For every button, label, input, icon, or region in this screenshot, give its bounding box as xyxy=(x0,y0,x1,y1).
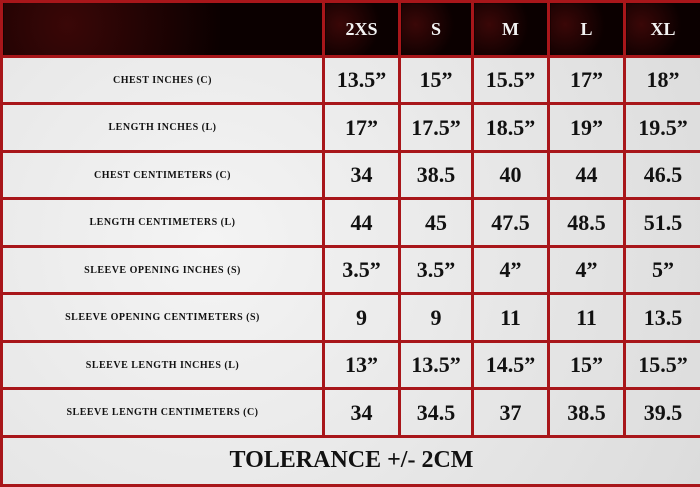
measurement-value: 34 xyxy=(322,149,401,201)
footer-row: TOLERANCE +/- 2CM xyxy=(0,434,700,487)
measurement-value: 11 xyxy=(547,292,626,343)
tolerance-note: TOLERANCE +/- 2CM xyxy=(0,434,700,487)
measurement-label: SLEEVE LENGTH INCHES (L) xyxy=(0,339,325,391)
size-header: 2XS xyxy=(322,0,401,58)
size-row: CHEST INCHES (C) 13.5” 15” 15.5” 17” 18” xyxy=(0,54,700,106)
measurement-value: 17.5” xyxy=(398,102,474,153)
measurement-value: 18” xyxy=(623,54,700,106)
measurement-value: 4” xyxy=(547,244,626,296)
header-row: 2XS S M L XL xyxy=(0,0,700,58)
measurement-label: SLEEVE LENGTH CENTIMETERS (C) xyxy=(0,387,325,438)
measurement-value: 51.5 xyxy=(623,197,700,248)
measurement-value: 9 xyxy=(322,292,401,343)
measurement-value: 3.5” xyxy=(398,244,474,296)
measurement-value: 19.5” xyxy=(623,102,700,153)
measurement-value: 17” xyxy=(322,102,401,153)
measurement-value: 48.5 xyxy=(547,197,626,248)
size-row: SLEEVE OPENING INCHES (S) 3.5” 3.5” 4” 4” 5” xyxy=(0,244,700,296)
size-header: S xyxy=(398,0,474,58)
measurement-value: 46.5 xyxy=(623,149,700,201)
measurement-value: 17” xyxy=(547,54,626,106)
measurement-value: 5” xyxy=(623,244,700,296)
size-row: LENGTH INCHES (L) 17” 17.5” 18.5” 19” 19.5” xyxy=(0,102,700,153)
measurement-value: 13” xyxy=(322,339,401,391)
measurement-value: 15.5” xyxy=(471,54,550,106)
size-header: L xyxy=(547,0,626,58)
measurement-value: 34 xyxy=(322,387,401,438)
size-row: LENGTH CENTIMETERS (L) 44 45 47.5 48.5 51.5 xyxy=(0,197,700,248)
measurement-label: SLEEVE OPENING INCHES (S) xyxy=(0,244,325,296)
measurement-value: 4” xyxy=(471,244,550,296)
measurement-value: 13.5” xyxy=(398,339,474,391)
measurement-value: 11 xyxy=(471,292,550,343)
size-row: SLEEVE LENGTH CENTIMETERS (C) 34 34.5 37 38.… xyxy=(0,387,700,438)
measurement-value: 15.5” xyxy=(623,339,700,391)
measurement-value: 15” xyxy=(398,54,474,106)
measurement-value: 47.5 xyxy=(471,197,550,248)
measurement-label: CHEST INCHES (C) xyxy=(0,54,325,106)
measurement-value: 37 xyxy=(471,387,550,438)
measurement-value: 44 xyxy=(322,197,401,248)
size-header: M xyxy=(471,0,550,58)
size-row: SLEEVE OPENING CENTIMETERS (S) 9 9 11 11 13.5 xyxy=(0,292,700,343)
measurement-label: LENGTH CENTIMETERS (L) xyxy=(0,197,325,248)
measurement-value: 13.5 xyxy=(623,292,700,343)
measurement-label: LENGTH INCHES (L) xyxy=(0,102,325,153)
measurement-value: 18.5” xyxy=(471,102,550,153)
size-row: CHEST CENTIMETERS (C) 34 38.5 40 44 46.5 xyxy=(0,149,700,201)
measurement-value: 44 xyxy=(547,149,626,201)
measurement-value: 34.5 xyxy=(398,387,474,438)
measurement-value: 13.5” xyxy=(322,54,401,106)
measurement-label: SLEEVE OPENING CENTIMETERS (S) xyxy=(0,292,325,343)
measurement-value: 14.5” xyxy=(471,339,550,391)
measurement-value: 15” xyxy=(547,339,626,391)
measurement-value: 45 xyxy=(398,197,474,248)
size-header: XL xyxy=(623,0,700,58)
measurement-value: 38.5 xyxy=(398,149,474,201)
measurement-value: 19” xyxy=(547,102,626,153)
measurement-value: 9 xyxy=(398,292,474,343)
measurement-value: 40 xyxy=(471,149,550,201)
measurement-value: 38.5 xyxy=(547,387,626,438)
header-corner xyxy=(0,0,325,58)
size-row: SLEEVE LENGTH INCHES (L) 13” 13.5” 14.5” 15”… xyxy=(0,339,700,391)
measurement-label: CHEST CENTIMETERS (C) xyxy=(0,149,325,201)
measurement-value: 39.5 xyxy=(623,387,700,438)
measurement-value: 3.5” xyxy=(322,244,401,296)
